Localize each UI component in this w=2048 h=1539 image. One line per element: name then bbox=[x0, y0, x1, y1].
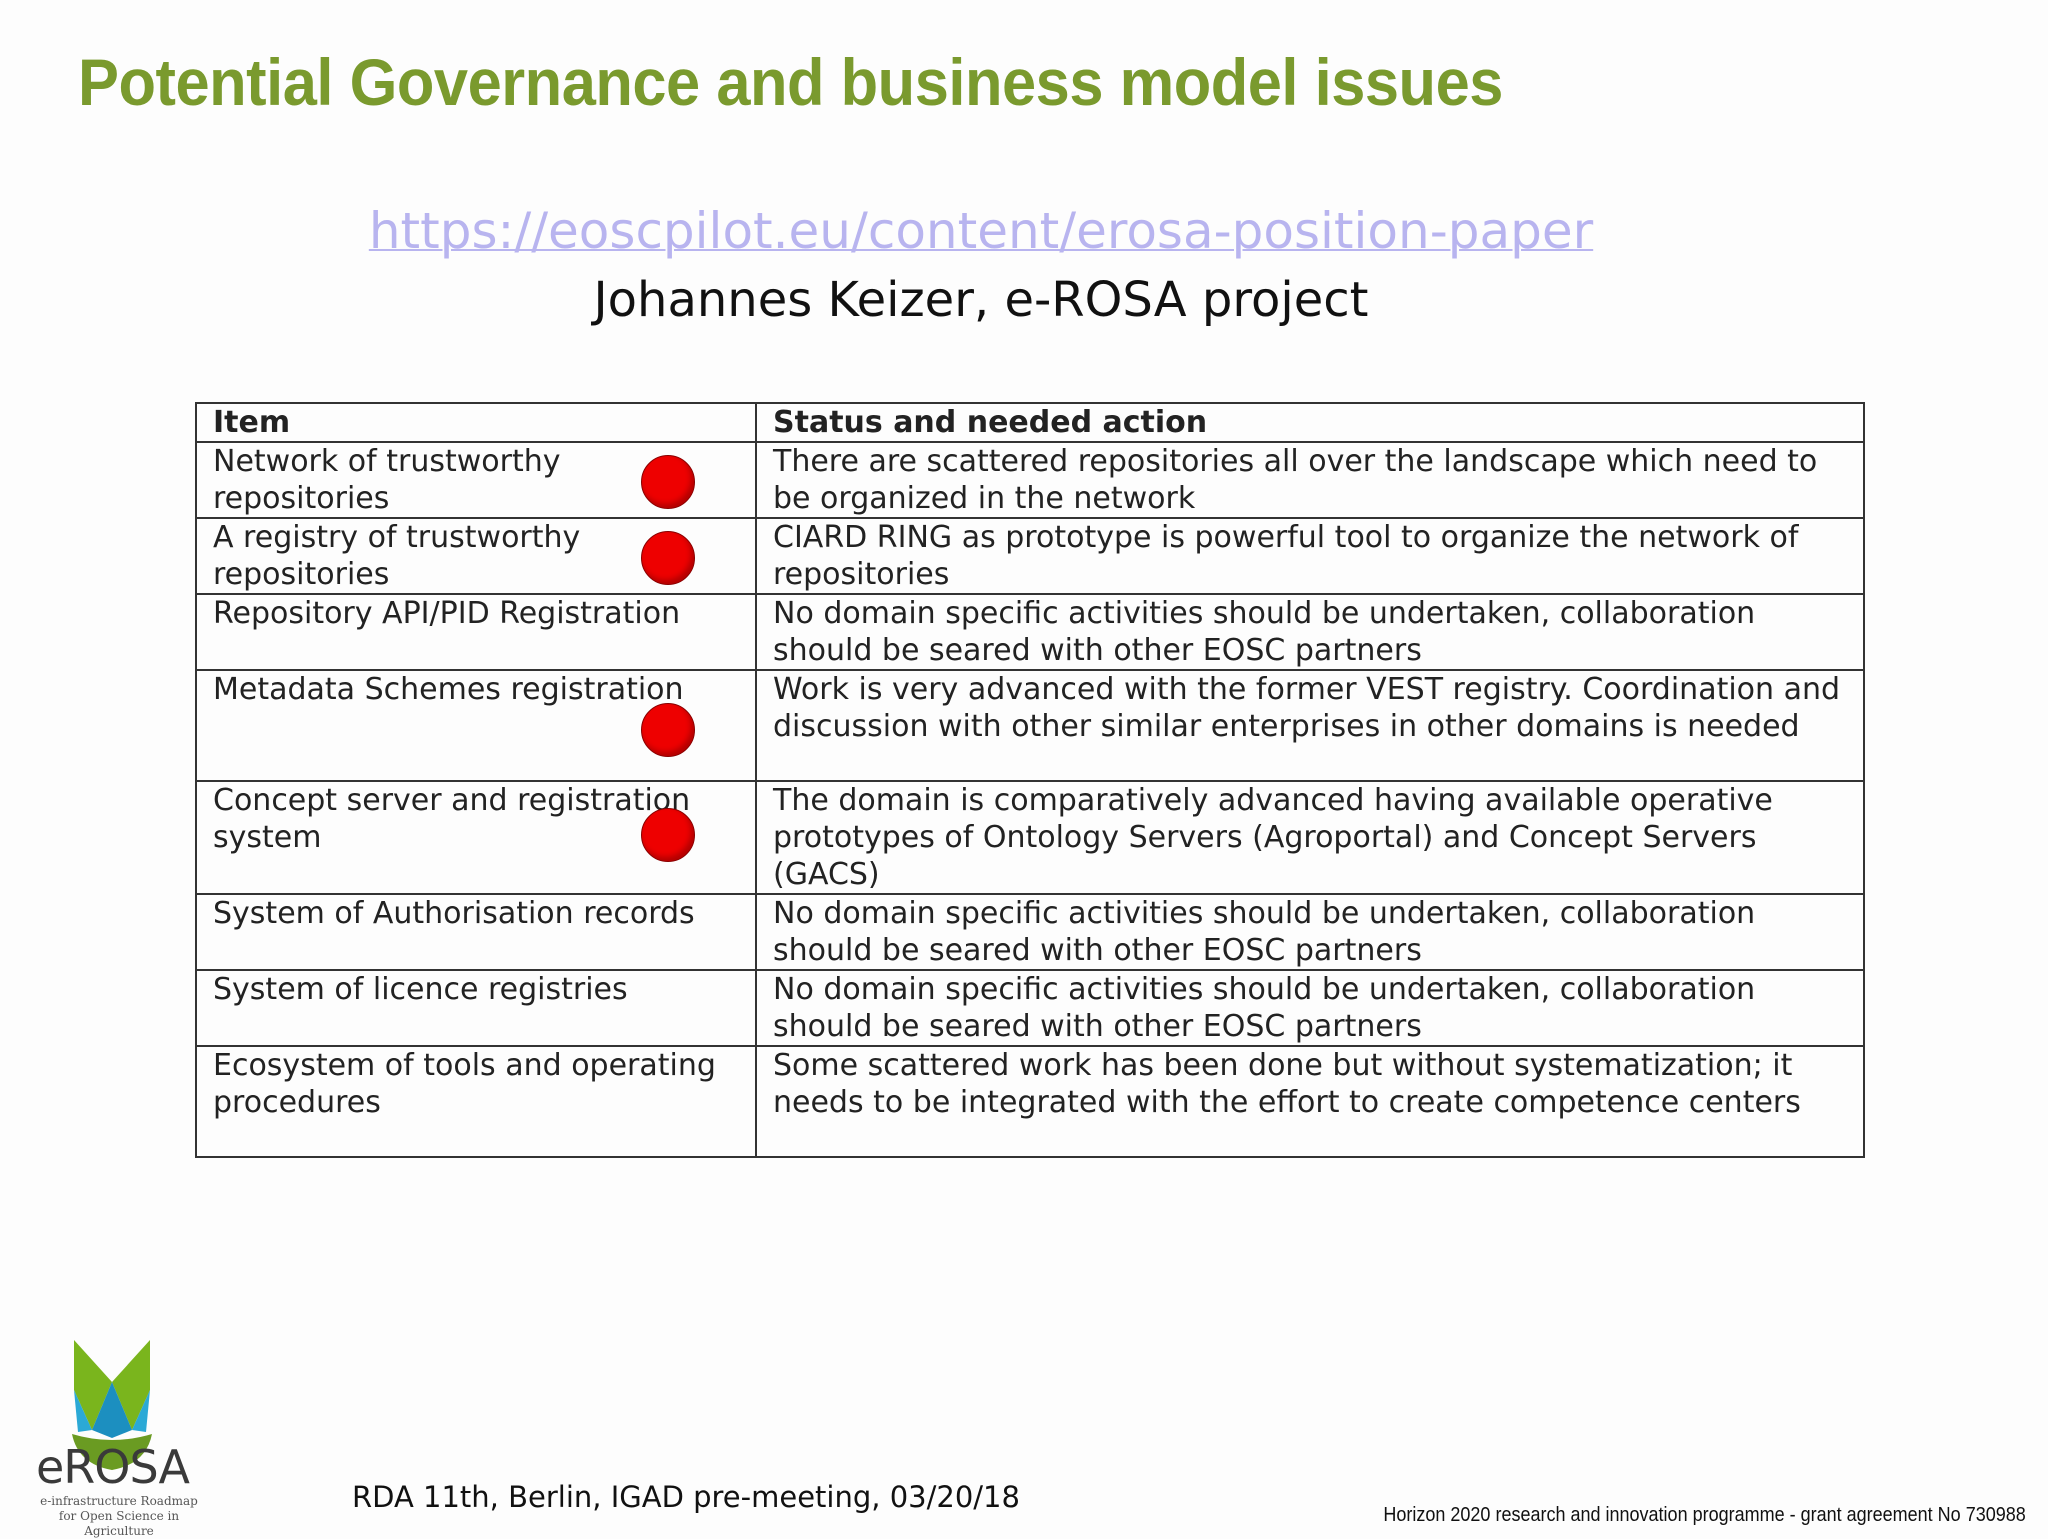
row-status-cell: There are scattered repositories all ove… bbox=[755, 441, 1865, 519]
red-status-dot-icon bbox=[641, 531, 695, 585]
author-line: Johannes Keizer, e-ROSA project bbox=[593, 272, 1369, 328]
red-status-dot-icon bbox=[641, 703, 695, 757]
row-status-cell: No domain specific activities should be … bbox=[755, 593, 1865, 671]
slide-title: Potential Governance and business model … bbox=[78, 45, 1503, 119]
row-item-cell: System of licence registries bbox=[195, 969, 757, 1047]
logo-tagline-line-2: for Open Science in Agriculture bbox=[58, 1509, 180, 1538]
table-row: Metadata Schemes registration Work is ve… bbox=[195, 669, 1865, 782]
logo-tagline: e-infrastructure Roadmap for Open Scienc… bbox=[24, 1494, 214, 1539]
table-row: A registry of trustworthy repositories C… bbox=[195, 517, 1865, 595]
red-status-dot-icon bbox=[641, 455, 695, 509]
table-header-row: Item Status and needed action bbox=[195, 402, 1865, 443]
table-row: Network of trustworthy repositories Ther… bbox=[195, 441, 1865, 519]
row-item-cell: System of Authorisation records bbox=[195, 893, 757, 971]
logo-tagline-line-1: e-infrastructure Roadmap bbox=[40, 1494, 198, 1508]
row-item-cell: Ecosystem of tools and operating procedu… bbox=[195, 1045, 757, 1158]
row-item-cell: Concept server and registration system bbox=[195, 780, 757, 895]
logo-wordmark: eROSA bbox=[36, 1440, 190, 1494]
row-status-cell: No domain specific activities should be … bbox=[755, 969, 1865, 1047]
header-status: Status and needed action bbox=[755, 402, 1865, 443]
table-row: Ecosystem of tools and operating procedu… bbox=[195, 1045, 1865, 1158]
row-item-text: Metadata Schemes registration bbox=[213, 672, 684, 707]
row-item-cell: A registry of trustworthy repositories bbox=[195, 517, 757, 595]
row-status-cell: The domain is comparatively advanced hav… bbox=[755, 780, 1865, 895]
table-row: Repository API/PID Registration No domai… bbox=[195, 593, 1865, 671]
row-item-cell: Network of trustworthy repositories bbox=[195, 441, 757, 519]
row-item-cell: Repository API/PID Registration bbox=[195, 593, 757, 671]
row-item-text: Concept server and registration system bbox=[213, 783, 691, 855]
red-status-dot-icon bbox=[641, 808, 695, 862]
footer-event: RDA 11th, Berlin, IGAD pre-meeting, 03/2… bbox=[352, 1480, 1020, 1514]
position-paper-link[interactable]: https://eoscpilot.eu/content/erosa-posit… bbox=[368, 202, 1594, 260]
row-item-text: Network of trustworthy repositories bbox=[213, 444, 561, 516]
footer-funding: Horizon 2020 research and innovation pro… bbox=[1383, 1504, 2026, 1526]
table-row: Concept server and registration system T… bbox=[195, 780, 1865, 895]
row-status-cell: CIARD RING as prototype is powerful tool… bbox=[755, 517, 1865, 595]
issues-table: Item Status and needed action Network of… bbox=[195, 402, 1865, 1158]
table-row: System of licence registries No domain s… bbox=[195, 969, 1865, 1047]
erosa-logo-icon bbox=[72, 1340, 152, 1470]
row-status-cell: No domain specific activities should be … bbox=[755, 893, 1865, 971]
row-status-cell: Some scattered work has been done but wi… bbox=[755, 1045, 1865, 1158]
header-item: Item bbox=[195, 402, 757, 443]
row-status-cell: Work is very advanced with the former VE… bbox=[755, 669, 1865, 782]
row-item-cell: Metadata Schemes registration bbox=[195, 669, 757, 782]
table-row: System of Authorisation records No domai… bbox=[195, 893, 1865, 971]
row-item-text: A registry of trustworthy repositories bbox=[213, 520, 581, 592]
